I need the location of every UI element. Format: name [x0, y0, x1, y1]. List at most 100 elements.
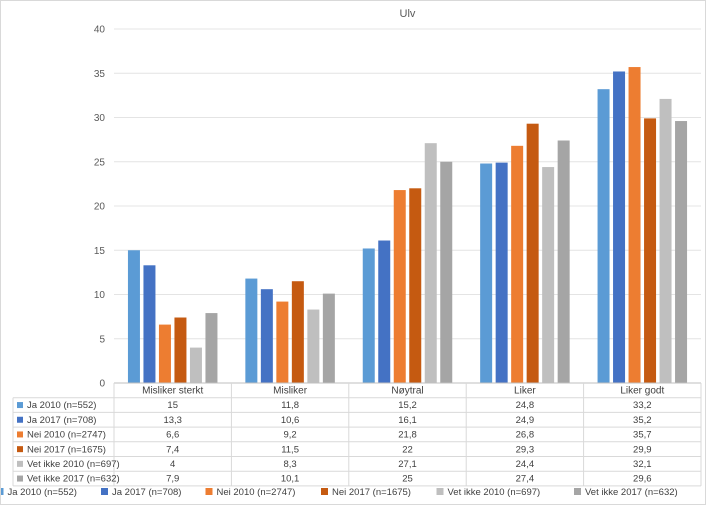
legend-swatch	[101, 488, 108, 495]
category-label: Misliker	[273, 386, 308, 397]
bar	[511, 145, 524, 383]
data-label: 13,3	[163, 415, 182, 426]
table-legend-key	[17, 402, 23, 409]
data-label: 22	[402, 444, 413, 455]
bar	[644, 118, 657, 383]
bar	[628, 67, 641, 384]
bar	[409, 188, 422, 383]
data-label: 25	[402, 474, 413, 485]
y-tick-label: 15	[94, 246, 106, 257]
data-label: 29,3	[516, 444, 535, 455]
data-label: 32,1	[633, 459, 652, 470]
data-label: 29,9	[633, 444, 652, 455]
bar	[322, 293, 335, 383]
table-row-label: Vet ikke 2017 (n=632)	[27, 474, 120, 485]
bar	[276, 301, 289, 383]
bar	[675, 121, 688, 383]
data-label: 35,7	[633, 430, 652, 441]
table-row-label: Vet ikke 2010 (n=697)	[27, 459, 120, 470]
table-legend-key	[17, 431, 23, 438]
bar	[480, 163, 493, 383]
bar	[174, 317, 187, 383]
data-label: 21,8	[398, 430, 417, 441]
table-row-label: Nei 2017 (n=1675)	[27, 444, 106, 455]
bar	[495, 162, 508, 383]
data-label: 10,1	[281, 474, 300, 485]
category-label: Misliker sterkt	[142, 386, 203, 397]
data-label: 6,6	[166, 430, 179, 441]
data-label: 9,2	[283, 430, 296, 441]
y-tick-label: 5	[99, 334, 105, 345]
legend-swatch	[1, 488, 4, 495]
data-label: 16,1	[398, 415, 417, 426]
legend-swatch	[436, 488, 444, 495]
y-tick-label: 20	[94, 202, 106, 213]
table-row-label: Ja 2017 (n=708)	[27, 415, 96, 426]
table-row-label: Ja 2010 (n=552)	[27, 400, 96, 411]
data-label: 10,6	[281, 415, 300, 426]
y-tick-label: 0	[99, 379, 105, 390]
legend-label: Vet ikke 2010 (n=697)	[448, 487, 541, 498]
bar	[307, 309, 320, 383]
bar	[158, 324, 171, 383]
bar	[362, 248, 375, 383]
data-label: 7,9	[166, 474, 179, 485]
chart-title: Ulv	[400, 8, 416, 20]
legend-swatch	[321, 488, 328, 495]
y-tick-label: 10	[94, 290, 106, 301]
y-tick-label: 30	[94, 113, 106, 124]
bar	[245, 278, 258, 383]
y-tick-label: 35	[94, 69, 106, 80]
legend-swatch	[574, 488, 581, 495]
bar	[613, 71, 626, 383]
bar	[393, 190, 406, 383]
data-label: 4	[170, 459, 175, 470]
data-label: 11,5	[281, 444, 299, 455]
bar	[424, 143, 437, 383]
data-label: 8,3	[283, 459, 296, 470]
legend-label: Nei 2010 (n=2747)	[217, 487, 296, 498]
data-label: 15	[167, 400, 178, 411]
legend-label: Ja 2017 (n=708)	[112, 487, 181, 498]
bar	[291, 281, 304, 383]
data-label: 11,8	[281, 400, 299, 411]
y-tick-label: 25	[94, 157, 106, 168]
data-label: 7,4	[166, 444, 179, 455]
table-row-label: Nei 2010 (n=2747)	[27, 430, 106, 441]
legend-label: Nei 2017 (n=1675)	[332, 487, 411, 498]
table-legend-key	[17, 460, 23, 467]
legend-label: Vet ikke 2017 (n=632)	[585, 487, 678, 498]
category-label: Liker	[514, 386, 536, 397]
data-label: 29,6	[633, 474, 652, 485]
category-label: Liker godt	[620, 386, 664, 397]
y-tick-label: 40	[94, 25, 106, 36]
category-label: Nøytral	[391, 386, 423, 397]
bar	[597, 89, 610, 384]
legend-label: Ja 2010 (n=552)	[8, 487, 77, 498]
bar	[659, 98, 672, 383]
legend-swatch	[205, 488, 213, 495]
bar	[526, 123, 539, 383]
data-label: 27,4	[516, 474, 535, 485]
data-label: 33,2	[633, 400, 652, 411]
table-legend-key	[17, 446, 23, 453]
bar	[542, 167, 555, 383]
bar	[378, 240, 391, 383]
data-label: 15,2	[398, 400, 417, 411]
bar	[260, 289, 273, 383]
data-label: 24,9	[516, 415, 535, 426]
bar	[143, 265, 156, 383]
bar	[205, 313, 218, 383]
data-label: 24,4	[516, 459, 535, 470]
table-legend-key	[17, 475, 23, 482]
data-label: 27,1	[398, 459, 417, 470]
data-label: 24,8	[516, 400, 535, 411]
bar	[189, 347, 202, 383]
bar	[440, 161, 453, 383]
bar	[557, 140, 570, 383]
data-label: 26,8	[516, 430, 535, 441]
data-label: 35,2	[633, 415, 652, 426]
bar	[127, 250, 140, 383]
